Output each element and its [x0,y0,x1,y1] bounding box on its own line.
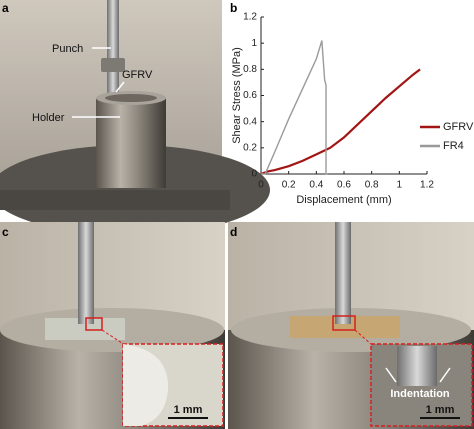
y-axis-label: Shear Stress (MPa) [231,47,243,144]
series-line [261,40,328,175]
x-tick-label: 0 [258,180,264,191]
x-tick-label: 0.2 [282,180,296,191]
panel-label: b [230,1,237,15]
annotation: Holder [32,112,65,124]
photo-a: Punch GFRV Holder [0,0,270,235]
y-tick-label: 0.6 [243,90,257,101]
scale-label: 1 mm [174,404,203,416]
y-tick-label: 0.8 [243,64,257,75]
y-tick-label: 1.2 [243,12,257,23]
x-tick-label: 0.4 [309,180,323,191]
legend-label: GFRV [443,121,474,133]
photo-c: 1 mm [0,222,225,429]
y-tick-label: 1 [251,38,257,49]
panel-label: a [2,1,9,15]
chart: 0 0.2 0.4 0.6 0.8 1 1.2 0 0.2 0.4 0.6 0.8 1 1.2 Displa… [231,12,474,206]
x-tick-label: 0.6 [337,180,351,191]
annotation: Punch [52,43,83,55]
x-tick-label: 1 [397,180,403,191]
y-tick-label: 0.2 [243,142,257,153]
scale-label: 1 mm [426,404,455,416]
y-tick-label: 0.4 [243,116,257,127]
legend-label: FR4 [443,140,464,152]
photo-d: Indentation 1 mm [228,222,474,429]
annotation: GFRV [122,69,153,81]
y-tick-label: 0 [251,169,257,180]
x-tick-label: 0.8 [365,180,379,191]
x-axis-label: Displacement (mm) [296,194,391,206]
panel-label: c [2,225,9,239]
panel-label: d [230,225,237,239]
annotation: Indentation [390,388,450,400]
series-line [260,68,421,176]
x-tick-label: 1.2 [420,180,434,191]
